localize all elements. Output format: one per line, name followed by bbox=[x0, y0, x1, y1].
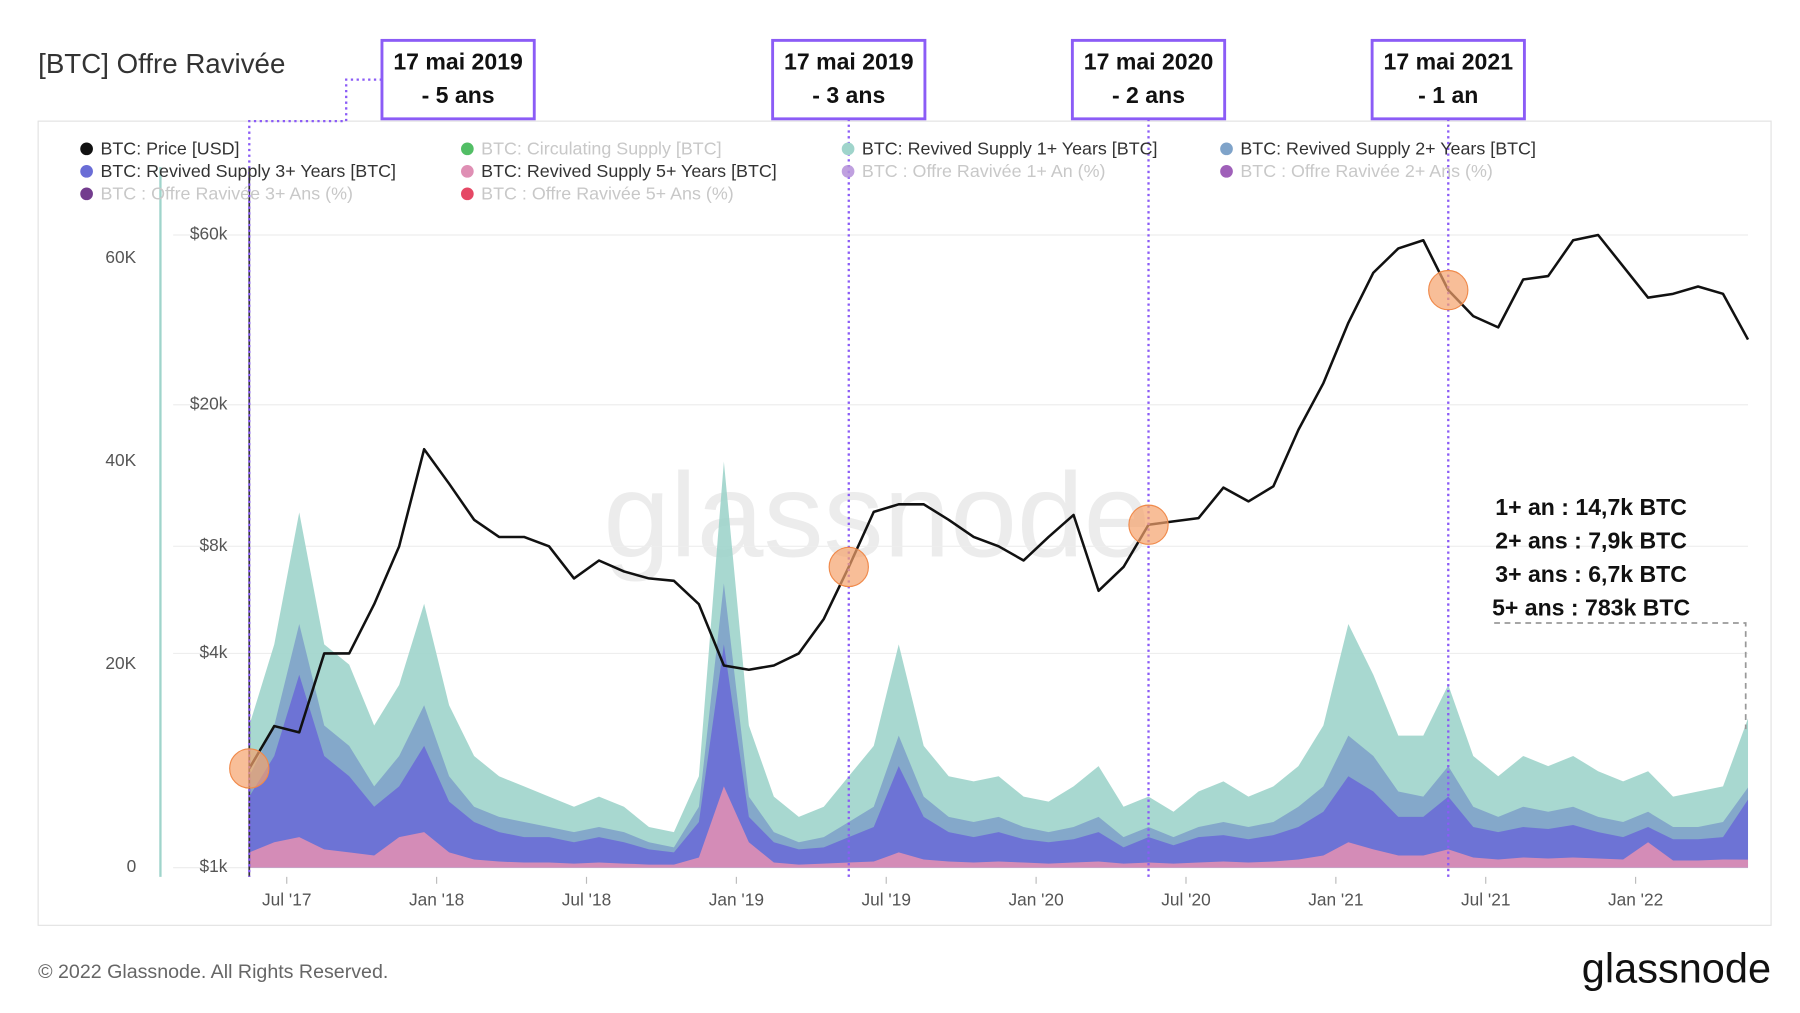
y2-tick-label: $1k bbox=[199, 856, 227, 876]
x-tick-label: Jul '17 bbox=[262, 890, 311, 910]
annotation-text: 17 mai 2021 bbox=[1384, 49, 1514, 75]
lines bbox=[248, 233, 1750, 770]
annotation-box bbox=[380, 38, 536, 121]
annotation-text: - 5 ans bbox=[422, 82, 495, 108]
area bbox=[249, 644, 1749, 868]
annotation-text: 17 mai 2019 bbox=[784, 49, 914, 75]
annotation-box bbox=[1070, 38, 1227, 121]
x-tick-label: Jul '20 bbox=[1161, 890, 1210, 910]
chart-title: [BTC] Offre Ravivée bbox=[38, 48, 285, 79]
y2-tick-label: $4k bbox=[199, 642, 227, 662]
axes: 0 20K 40K 60K $1k $4k $8k $20k $60k Jul '17 Jan '1… bbox=[105, 224, 1663, 910]
annotation-text: - 1 an bbox=[1418, 82, 1478, 108]
y-tick-label: 0 bbox=[127, 856, 137, 876]
highlight-circle bbox=[828, 546, 869, 588]
legend-marker bbox=[80, 187, 93, 201]
annotations: 17 mai 2019 - 5 ans 17 mai 2019 - 3 ans 17 m… bbox=[229, 38, 1526, 877]
legend-marker bbox=[1220, 142, 1233, 156]
summary-text: 5+ ans : 783k BTC bbox=[1492, 594, 1690, 620]
legend-marker bbox=[460, 187, 474, 201]
x-tick-label: Jul '21 bbox=[1461, 890, 1510, 910]
summary: 1+ an : 14,7k BTC 2+ ans : 7,9k BTC 3+ ans… bbox=[1492, 494, 1690, 620]
price-line bbox=[248, 233, 1750, 770]
x-tick-label: Jan '20 bbox=[1008, 890, 1063, 910]
legend-label[interactable]: BTC : Offre Ravivée 2+ Ans (%) bbox=[1240, 161, 1493, 181]
annotation-connector bbox=[248, 78, 382, 877]
x-tick-label: Jul '18 bbox=[562, 890, 611, 910]
highlight-circle bbox=[1128, 504, 1169, 545]
legend-marker bbox=[841, 164, 855, 178]
watermark: glassnode bbox=[603, 449, 1150, 583]
legend-label[interactable]: BTC: Revived Supply 1+ Years [BTC] bbox=[862, 139, 1158, 159]
legend-marker bbox=[80, 142, 93, 156]
x-tick-label: Jan '22 bbox=[1608, 890, 1663, 910]
legend-label[interactable]: BTC : Offre Ravivée 5+ Ans (%) bbox=[481, 184, 734, 204]
legend-label[interactable]: BTC: Revived Supply 2+ Years [BTC] bbox=[1240, 139, 1536, 159]
y2-tick-label: $60k bbox=[190, 224, 228, 244]
x-tick-label: Jul '19 bbox=[862, 890, 911, 910]
areas bbox=[249, 461, 1749, 868]
footer: © 2022 Glassnode. All Rights Reserved. bbox=[38, 961, 388, 983]
legend-marker bbox=[460, 164, 474, 178]
annotation-box bbox=[1370, 38, 1526, 121]
y-tick-label: 40K bbox=[105, 450, 136, 470]
legend-marker bbox=[841, 142, 855, 156]
annotation-text: 17 mai 2019 bbox=[393, 49, 523, 75]
annotation-text: - 3 ans bbox=[812, 82, 885, 108]
annotation-text: 17 mai 2020 bbox=[1084, 49, 1214, 75]
legend: BTC: Price [USD] BTC: Circulating Supply … bbox=[80, 139, 1536, 204]
x-tick-label: Jan '21 bbox=[1308, 890, 1363, 910]
summary-text: 3+ ans : 6,7k BTC bbox=[1495, 561, 1687, 587]
legend-label[interactable]: BTC: Price [USD] bbox=[100, 139, 239, 159]
legend-label[interactable]: BTC: Circulating Supply [BTC] bbox=[481, 139, 721, 159]
logo: glassnode bbox=[1582, 944, 1771, 991]
y2-tick-label: $8k bbox=[199, 535, 227, 555]
summary-text: 2+ ans : 7,9k BTC bbox=[1495, 527, 1687, 553]
y-tick-label: 60K bbox=[105, 247, 136, 267]
area bbox=[249, 786, 1749, 868]
legend-label[interactable]: BTC: Revived Supply 5+ Years [BTC] bbox=[481, 161, 777, 181]
x-tick-label: Jan '19 bbox=[709, 890, 764, 910]
x-tick-label: Jan '18 bbox=[409, 890, 464, 910]
legend-label[interactable]: BTC: Revived Supply 3+ Years [BTC] bbox=[100, 161, 396, 181]
summary-text: 1+ an : 14,7k BTC bbox=[1495, 494, 1687, 520]
legend-label[interactable]: BTC : Offre Ravivée 1+ An (%) bbox=[862, 161, 1106, 181]
plot-frame bbox=[37, 120, 1772, 926]
legend-marker bbox=[1220, 164, 1233, 178]
y-tick-label: 20K bbox=[105, 653, 136, 673]
legend-marker bbox=[80, 164, 93, 178]
annotation-box bbox=[771, 38, 927, 121]
highlight-circle bbox=[1428, 269, 1469, 311]
highlight-circle bbox=[229, 748, 270, 789]
summary-connector bbox=[1494, 622, 1747, 730]
legend-label[interactable]: BTC : Offre Ravivée 3+ Ans (%) bbox=[100, 184, 352, 204]
annotation-text: - 2 ans bbox=[1112, 82, 1185, 108]
legend-marker bbox=[460, 142, 474, 156]
y2-tick-label: $20k bbox=[190, 393, 228, 413]
